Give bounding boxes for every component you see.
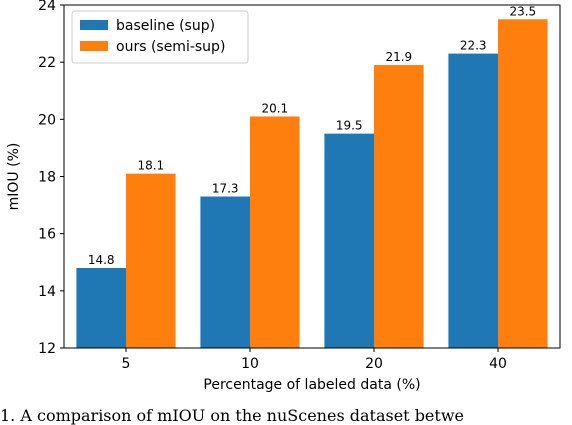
- plot-frame: [63, 4, 561, 349]
- bar-value-label: 17.3: [212, 182, 239, 196]
- x-tick-label: 20: [365, 356, 383, 372]
- y-tick-label: 24: [38, 0, 56, 14]
- legend: baseline (sup) ours (semi-sup): [71, 10, 249, 64]
- bar-ours-5: [126, 173, 176, 348]
- bar-value-label: 22.3: [460, 39, 487, 53]
- x-tick-label: 40: [489, 356, 507, 372]
- bar-chart: 14.817.319.522.318.120.121.923.5 1214161…: [6, 0, 561, 393]
- bar-labels-group: 14.8 17.3 19.5 22.3 18.1 20.1 21.9 23.5: [88, 4, 536, 267]
- bars-group: [76, 19, 548, 349]
- x-axis-ticks: 5 10 20 40: [122, 348, 507, 372]
- legend-box: [71, 10, 249, 64]
- bar-baseline-10: [200, 196, 250, 348]
- bar-ours-20: [374, 65, 424, 349]
- bar-ours-40: [498, 19, 548, 349]
- x-axis-label: Percentage of labeled data (%): [203, 377, 420, 393]
- figure-caption: 1. A comparison of mIOU on the nuScenes …: [0, 406, 464, 425]
- bar-baseline-20: [324, 133, 374, 348]
- bar-ours-10: [250, 116, 300, 348]
- y-tick-label: 16: [38, 227, 56, 243]
- y-axis-label: mIOU (%): [6, 143, 22, 211]
- legend-label: baseline (sup): [116, 18, 215, 34]
- legend-swatch: [80, 20, 108, 30]
- x-tick-label: 5: [122, 356, 131, 372]
- bar-value-label: 23.5: [509, 4, 536, 18]
- bar-baseline-40: [448, 53, 498, 348]
- y-tick-label: 18: [38, 170, 56, 186]
- bar-value-label: 20.1: [261, 101, 288, 115]
- y-tick-label: 20: [38, 112, 56, 128]
- x-tick-label: 10: [241, 356, 259, 372]
- y-axis-ticks: 12 14 16 18 20 22 24: [38, 0, 64, 357]
- legend-swatch: [80, 41, 108, 51]
- bar-value-label: 21.9: [385, 50, 412, 64]
- y-tick-label: 14: [38, 284, 56, 300]
- legend-label: ours (semi-sup): [116, 39, 225, 55]
- y-tick-label: 22: [38, 55, 56, 71]
- bar-value-label: 14.8: [88, 253, 115, 267]
- bar-baseline-5: [76, 267, 126, 348]
- y-tick-label: 12: [38, 341, 56, 357]
- bar-value-label: 19.5: [336, 119, 363, 133]
- bar-value-label: 18.1: [137, 159, 164, 173]
